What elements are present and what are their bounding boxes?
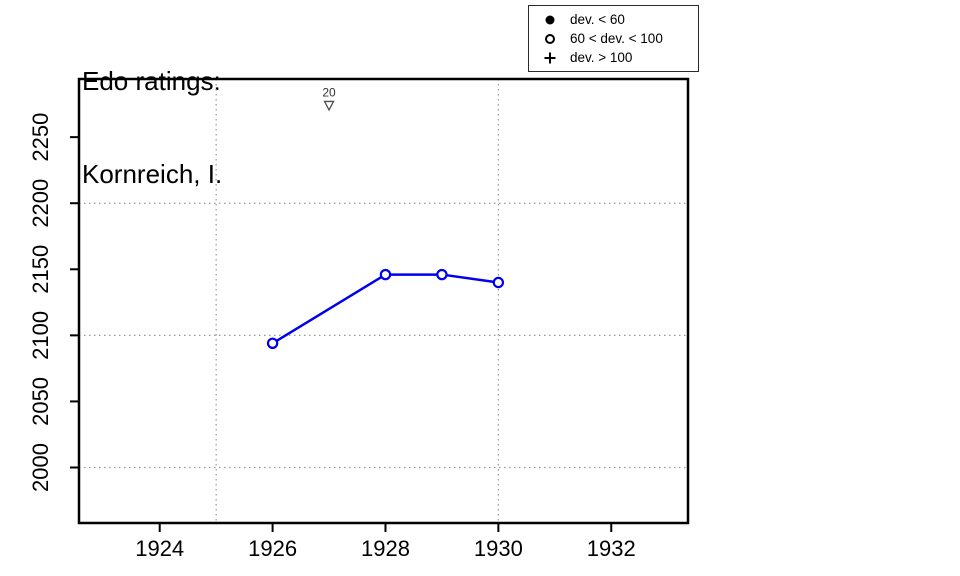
x-axis-tick-label: 1926 (248, 536, 297, 561)
y-axis-tick-label: 2150 (28, 245, 53, 294)
x-axis-tick-label: 1932 (587, 536, 636, 561)
x-axis-tick-label: 1928 (361, 536, 410, 561)
data-point (436, 268, 448, 281)
series-line (271, 273, 499, 345)
plot-border (77, 77, 690, 525)
data-point (379, 268, 392, 281)
y-axis-tick-label: 2200 (28, 179, 53, 228)
y-axis-tick-label: 2050 (28, 377, 53, 426)
data-point (492, 276, 505, 289)
legend: dev. < 60 60 < dev. < 100 dev. > 100 (528, 5, 699, 72)
chart-title: Edo ratings: Kornreich, I. (82, 4, 222, 252)
legend-item: dev. < 60 (542, 11, 698, 28)
annotation-triangle-down-icon (323, 100, 335, 112)
chart-title-line1: Edo ratings: (82, 66, 221, 96)
legend-symbol (542, 13, 558, 27)
data-point (266, 337, 279, 349)
legend-item-label: 60 < dev. < 100 (570, 31, 663, 46)
chart-title-line2: Kornreich, I. (82, 159, 223, 189)
x-axis-tick-label: 1930 (474, 536, 523, 561)
legend-item: dev. > 100 (542, 49, 698, 66)
legend-item-label: dev. < 60 (570, 12, 625, 27)
legend-item-label: dev. > 100 (570, 50, 633, 65)
x-axis-tick-label: 1924 (135, 536, 184, 561)
y-axis-tick-label: 2100 (28, 311, 53, 360)
filled-circle-icon (545, 15, 555, 24)
y-axis-tick-label: 2250 (28, 113, 53, 162)
legend-item: 60 < dev. < 100 (542, 30, 698, 47)
legend-symbol (542, 32, 558, 46)
legend-symbol (542, 51, 558, 65)
open-circle-icon (545, 33, 555, 44)
y-axis-tick-label: 2000 (28, 443, 53, 492)
annotation-label: 20 (322, 85, 336, 99)
plus-icon (544, 52, 556, 63)
